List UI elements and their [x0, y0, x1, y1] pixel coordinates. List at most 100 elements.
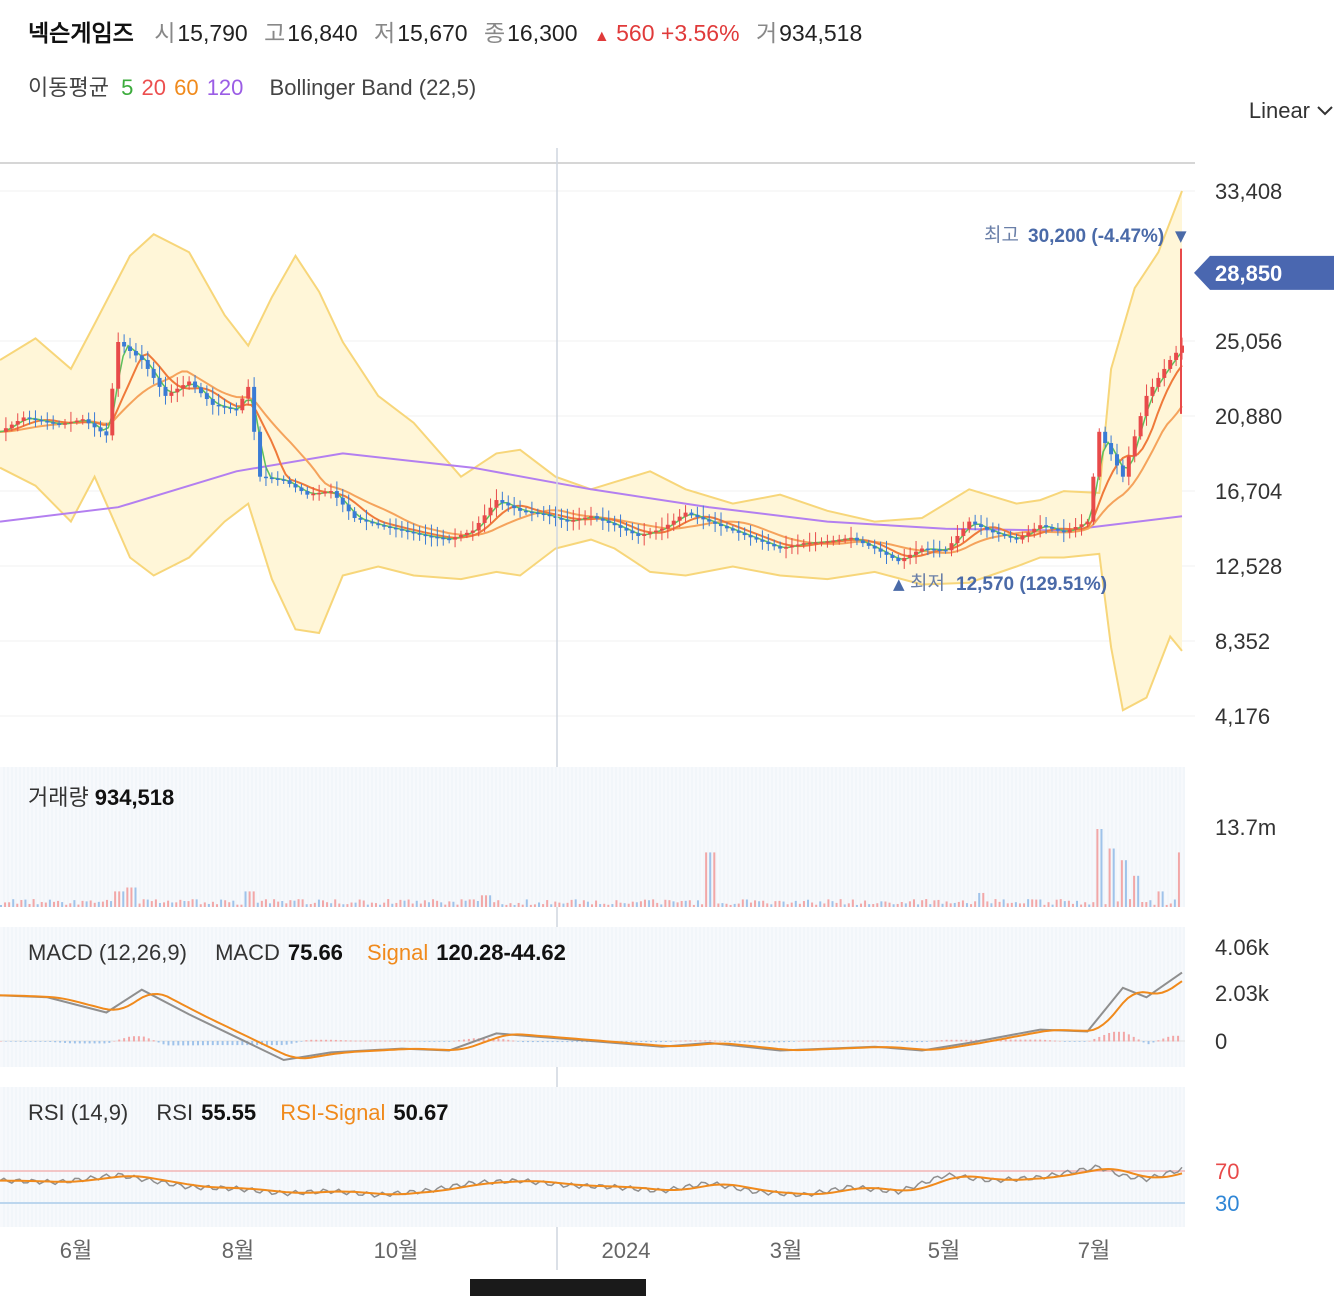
volume-bar	[754, 900, 757, 907]
moving-average-label[interactable]: 이동평균	[28, 75, 109, 100]
volume-bar	[40, 901, 43, 907]
candle-body	[269, 477, 274, 480]
macd-hist-bar	[9, 1041, 12, 1042]
candle-body	[547, 514, 552, 517]
macd-hist-bar	[664, 1041, 667, 1042]
volume-bar	[900, 902, 903, 907]
candle-body	[630, 530, 635, 534]
volume-bar	[297, 899, 300, 907]
price-axis-tick: 4,176	[1215, 704, 1270, 729]
volume-bar	[729, 904, 732, 907]
candle-body	[589, 516, 593, 518]
rsi-axis-tick-30: 30	[1215, 1191, 1239, 1216]
macd-hist-bar	[684, 1040, 687, 1042]
macd-hist-bar	[1039, 1039, 1042, 1042]
volume-bar	[709, 852, 712, 907]
close-value: 16,300	[507, 20, 578, 46]
volume-bar	[1059, 899, 1062, 907]
volume-bar	[93, 902, 96, 907]
volume-bar	[595, 900, 598, 907]
volume-bar	[917, 904, 920, 907]
candle-body	[299, 487, 304, 492]
macd-hist-bar	[182, 1041, 185, 1046]
volume-bar	[281, 901, 284, 907]
bollinger-band-label[interactable]: Bollinger Band (22,5)	[269, 75, 477, 100]
volume-bar	[211, 901, 214, 907]
macd-hist-bar	[157, 1041, 160, 1043]
ma-5-label[interactable]: 5	[121, 75, 134, 100]
chevron-down-icon	[1317, 106, 1333, 116]
volume-bar	[529, 904, 532, 907]
candle-body	[506, 502, 511, 506]
candle-body	[1091, 476, 1096, 522]
volume-bar	[656, 902, 659, 907]
candle-body	[606, 520, 611, 523]
volume-bar	[199, 904, 202, 907]
volume-bar	[692, 904, 695, 907]
volume-bar	[301, 899, 304, 907]
candle-body	[1126, 456, 1131, 477]
volume-bar	[607, 904, 610, 907]
volume-bar	[256, 902, 259, 907]
volume-bar	[65, 904, 68, 907]
volume-bar	[566, 902, 569, 907]
macd-hist-bar	[822, 1040, 825, 1042]
macd-hist-bar	[778, 1041, 781, 1043]
volume-bar	[485, 895, 488, 907]
macd-hist-bar	[137, 1036, 140, 1042]
macd-hist-bar	[674, 1040, 677, 1042]
candle-body	[807, 542, 812, 545]
ma-120-label[interactable]: 120	[206, 75, 244, 100]
macd-hist-bar	[270, 1041, 273, 1046]
volume-bar	[158, 902, 161, 907]
macd-hist-bar	[906, 1041, 909, 1043]
macd-hist-bar	[714, 1040, 717, 1042]
volume-bar	[872, 904, 875, 907]
candle-body	[311, 493, 316, 496]
volume-bar	[611, 904, 614, 907]
macd-hist-bar	[1004, 1039, 1007, 1042]
macd-hist-bar	[78, 1041, 81, 1044]
volume-bar	[888, 902, 891, 907]
volume-bar	[12, 899, 15, 907]
volume-bar	[1010, 902, 1013, 907]
volume-bar	[851, 899, 854, 907]
volume-bar	[864, 900, 867, 907]
volume-bar	[591, 904, 593, 907]
volume-bar	[1141, 902, 1144, 907]
volume-bar	[542, 904, 545, 907]
volume-bar	[839, 899, 842, 907]
candle-body	[358, 518, 363, 520]
x-axis-tick: 10월	[374, 1238, 419, 1263]
current-price-label: 28,850	[1215, 261, 1282, 286]
macd-hist-bar	[1098, 1036, 1101, 1042]
macd-hist-bar	[768, 1041, 771, 1043]
scale-dropdown[interactable]: Linear	[1249, 98, 1334, 124]
macd-hist-bar	[1058, 1040, 1061, 1042]
macd-hist-bar	[970, 1039, 973, 1042]
candle-body	[1073, 526, 1078, 530]
candle-body	[86, 419, 91, 424]
volume-bar	[1039, 899, 1042, 907]
volume-bar	[513, 904, 516, 907]
volume-bar	[643, 899, 646, 907]
macd-hist-bar	[748, 1041, 751, 1043]
volume-bar	[990, 903, 993, 907]
volume-bar	[236, 904, 239, 907]
volume-bar	[85, 901, 88, 907]
volume-bar	[676, 902, 679, 907]
candle-body	[523, 510, 528, 513]
ma-60-label[interactable]: 60	[174, 75, 199, 100]
candle-body	[57, 423, 62, 425]
macd-hist-bar	[1029, 1039, 1032, 1042]
volume-bar	[705, 852, 708, 907]
volume-bar	[570, 899, 573, 907]
macd-hist-bar	[108, 1041, 111, 1043]
candle-body	[80, 419, 85, 421]
ma-20-label[interactable]: 20	[141, 75, 166, 100]
macd-hist-bar	[1157, 1040, 1160, 1042]
volume-bar	[562, 903, 565, 907]
volume-bar	[1006, 903, 1009, 907]
candle-body	[33, 418, 38, 421]
